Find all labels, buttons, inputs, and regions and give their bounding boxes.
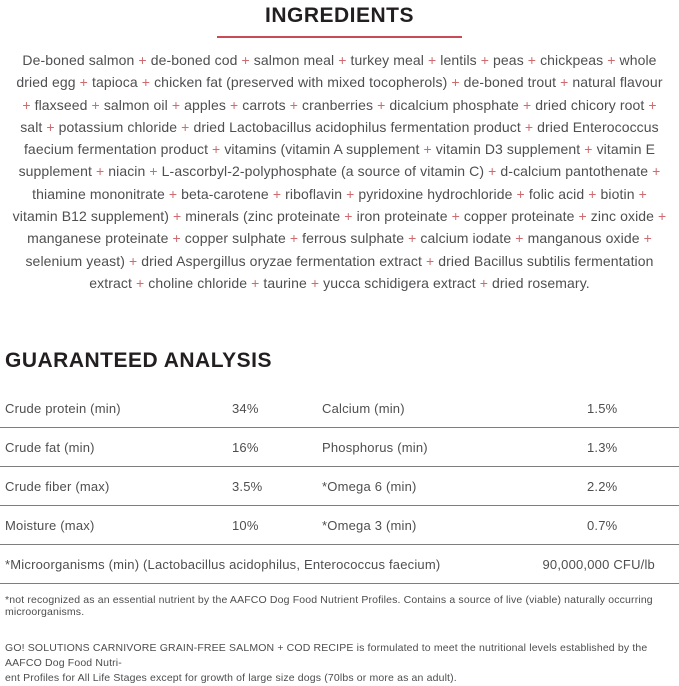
plus-separator: +	[447, 74, 464, 91]
plus-separator: +	[424, 52, 441, 68]
plus-separator: +	[137, 74, 155, 91]
microorganisms-label: *Microorganisms (min) (Lactobacillus aci…	[5, 556, 441, 572]
plus-separator: +	[168, 230, 185, 247]
analysis-value-1: 16%	[232, 439, 259, 455]
footnote-aafco-line-1: GO! SOLUTIONS CARNIVORE GRAIN-FREE SALMO…	[5, 642, 648, 670]
microorganisms-row: *Microorganisms (min) (Lactobacillus aci…	[0, 545, 679, 585]
plus-separator: +	[518, 96, 536, 113]
plus-separator: +	[556, 74, 573, 91]
plus-separator: +	[580, 141, 597, 158]
plus-separator: +	[334, 52, 351, 68]
plus-separator: +	[22, 96, 35, 113]
plus-separator: +	[584, 185, 601, 202]
analysis-value-1: 10%	[232, 517, 259, 533]
plus-separator: +	[422, 252, 439, 269]
analysis-row: Crude fat (min) 16% Phosphorus (min) 1.3%	[0, 428, 679, 468]
plus-separator: +	[134, 52, 151, 68]
ingredients-title: INGREDIENTS	[264, 4, 414, 27]
plus-separator: +	[484, 163, 501, 180]
plus-separator: +	[225, 96, 243, 113]
plus-separator: +	[603, 52, 620, 68]
analysis-label-1: Crude protein (min)	[5, 400, 121, 416]
plus-separator: +	[164, 185, 182, 202]
analysis-table: Crude protein (min) 34% Calcium (min) 1.5% C…	[0, 389, 679, 585]
analysis-label-1: Moisture (max)	[5, 517, 95, 533]
plus-separator: +	[447, 208, 464, 225]
plus-separator: +	[169, 208, 186, 225]
red-divider-rule	[217, 36, 462, 38]
plus-separator: +	[131, 274, 149, 291]
plus-separator: +	[520, 118, 538, 135]
ingredients-text: De-boned salmon + de-boned cod + salmon …	[12, 52, 667, 291]
analysis-row: Moisture (max) 10% *Omega 3 (min) 0.7%	[0, 506, 679, 546]
guaranteed-analysis-title: GUARANTEED ANALYSIS	[5, 349, 272, 373]
plus-separator: +	[404, 230, 421, 247]
analysis-row: Crude fiber (max) 3.5% *Omega 6 (min) 2.2%	[0, 467, 679, 507]
footnote-aafco-statement: GO! SOLUTIONS CARNIVORE GRAIN-FREE SALMO…	[5, 641, 679, 686]
plus-separator: +	[247, 274, 264, 291]
analysis-label-2: *Omega 3 (min)	[322, 517, 417, 533]
plus-separator: +	[125, 252, 142, 269]
analysis-value-1: 3.5%	[232, 478, 263, 494]
analysis-label-2: *Omega 6 (min)	[322, 478, 417, 494]
analysis-value-2: 1.5%	[587, 400, 618, 416]
plus-separator: +	[87, 96, 104, 113]
analysis-value-2: 0.7%	[587, 517, 618, 533]
analysis-label-2: Calcium (min)	[322, 400, 405, 416]
analysis-value-2: 2.2%	[587, 478, 618, 494]
plus-separator: +	[634, 185, 647, 202]
plus-separator: +	[476, 52, 494, 68]
analysis-rows: Crude protein (min) 34% Calcium (min) 1.5% C…	[0, 389, 679, 546]
plus-separator: +	[475, 274, 493, 291]
plus-separator: +	[208, 141, 225, 158]
plus-separator: +	[75, 74, 92, 91]
plus-separator: +	[237, 52, 254, 68]
plus-separator: +	[639, 230, 652, 247]
analysis-label-1: Crude fat (min)	[5, 439, 95, 455]
analysis-row: Crude protein (min) 34% Calcium (min) 1.5%	[0, 389, 679, 429]
plus-separator: +	[523, 52, 541, 68]
plus-separator: +	[285, 96, 302, 113]
plus-separator: +	[373, 96, 390, 113]
plus-separator: +	[167, 96, 185, 113]
analysis-value-1: 34%	[232, 400, 259, 416]
plus-separator: +	[42, 118, 59, 135]
plus-separator: +	[419, 141, 436, 158]
plus-separator: +	[91, 163, 109, 180]
plus-separator: +	[654, 208, 667, 225]
plus-separator: +	[145, 163, 162, 180]
label-page: INGREDIENTS De-boned salmon + de-boned c…	[0, 4, 679, 684]
plus-separator: +	[644, 96, 657, 113]
plus-separator: +	[177, 118, 194, 135]
analysis-label-1: Crude fiber (max)	[5, 478, 110, 494]
plus-separator: +	[648, 163, 661, 180]
footnote-aafco-line-2: ent Profiles for All Life Stages except …	[5, 672, 457, 685]
analysis-label-2: Phosphorus (min)	[322, 439, 428, 455]
plus-separator: +	[342, 185, 359, 202]
plus-separator: +	[512, 185, 529, 202]
plus-separator: +	[306, 274, 324, 291]
plus-separator: +	[574, 208, 591, 225]
plus-separator: +	[511, 230, 528, 247]
analysis-value-2: 1.3%	[587, 439, 618, 455]
plus-separator: +	[268, 185, 286, 202]
plus-separator: +	[285, 230, 303, 247]
footnote-nutrient-disclaimer: *not recognized as an essential nutrient…	[5, 594, 653, 619]
microorganisms-value: 90,000,000 CFU/lb	[542, 556, 655, 572]
plus-separator: +	[340, 208, 357, 225]
